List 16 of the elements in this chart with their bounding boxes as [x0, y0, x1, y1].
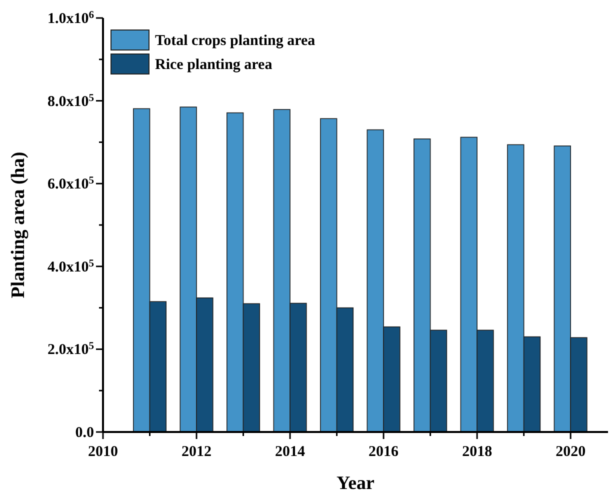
- y-tick-label: 1.0x10$^{6}$: [48, 10, 94, 27]
- y-axis-title: Planting area (ha): [8, 152, 29, 298]
- x-tick-label: 2018: [462, 444, 492, 460]
- x-tick-label: 2010: [88, 444, 118, 460]
- x-tick-label: 2014: [275, 444, 306, 460]
- legend-label: Total crops planting area: [155, 33, 316, 49]
- legend-label: Rice planting area: [155, 57, 273, 73]
- x-tick-label: 2020: [556, 444, 586, 460]
- x-axis-title: Year: [336, 473, 376, 494]
- y-tick-label: 2.0x10$^{5}$: [48, 340, 94, 358]
- y-tick-label: 6.0x10$^{5}$: [48, 175, 94, 193]
- y-tick-label: 4.0x10$^{5}$: [48, 258, 94, 276]
- x-tick-label: 2016: [368, 444, 400, 460]
- y-tick-label: 0.0: [75, 425, 94, 441]
- x-tick-label: 2012: [182, 444, 212, 460]
- y-tick-label: 8.0x10$^{5}$: [48, 92, 94, 110]
